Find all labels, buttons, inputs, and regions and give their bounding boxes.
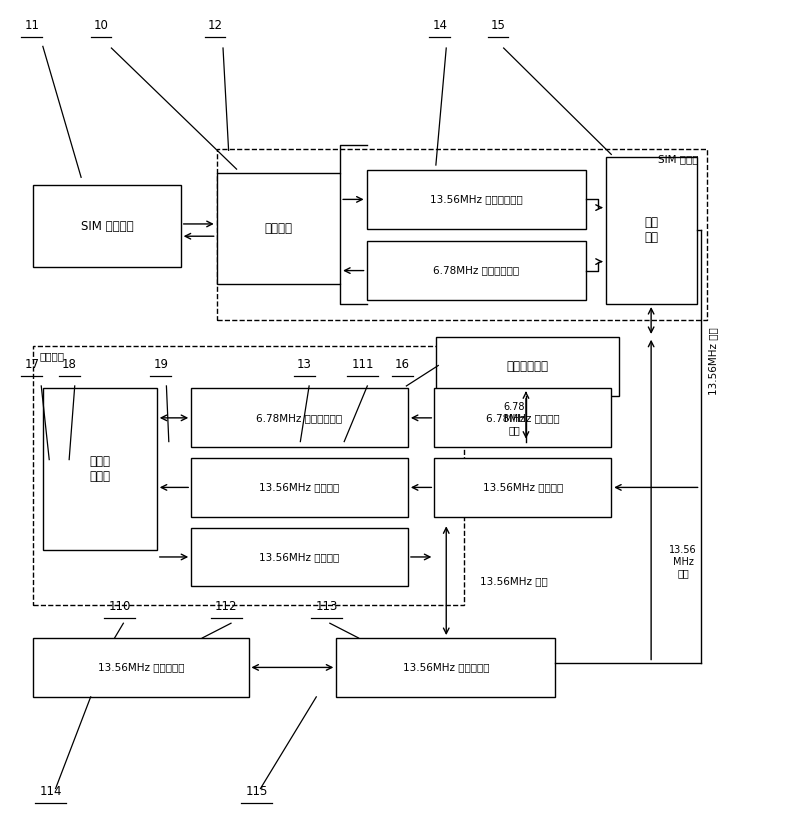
Text: 13.56MHz 阅读器天线: 13.56MHz 阅读器天线 <box>402 663 489 672</box>
Bar <box>191 528 408 586</box>
Bar <box>217 149 707 320</box>
Text: 113: 113 <box>315 599 338 612</box>
Bar <box>191 458 408 517</box>
Text: 13.56MHz 信号: 13.56MHz 信号 <box>708 328 718 395</box>
Bar <box>191 388 408 447</box>
Text: 13.56MHz 负载调制: 13.56MHz 负载调制 <box>259 552 340 562</box>
Text: 线桥芯
片基带: 线桥芯 片基带 <box>90 455 110 483</box>
Bar <box>434 388 611 447</box>
Text: 10: 10 <box>94 19 109 32</box>
Bar <box>606 157 698 304</box>
Bar <box>34 638 249 697</box>
Text: 112: 112 <box>215 599 238 612</box>
Text: 6.78MHz 近场天线: 6.78MHz 近场天线 <box>486 413 559 423</box>
Text: 13: 13 <box>297 358 312 371</box>
Text: 12: 12 <box>207 19 222 32</box>
Text: 数字基带: 数字基带 <box>265 222 293 235</box>
Text: 收发
开关: 收发 开关 <box>645 217 658 245</box>
Text: 110: 110 <box>108 599 130 612</box>
Bar <box>436 337 619 396</box>
Text: 111: 111 <box>351 358 374 371</box>
Text: 15: 15 <box>490 19 506 32</box>
Bar <box>217 173 340 284</box>
Text: 115: 115 <box>246 786 268 798</box>
Text: 线桥芯片: 线桥芯片 <box>40 351 65 361</box>
Text: 13.56MHz 近场天线: 13.56MHz 近场天线 <box>482 483 563 493</box>
Text: 13.56MHz 能量接收: 13.56MHz 能量接收 <box>259 483 340 493</box>
Bar <box>34 346 464 605</box>
Text: 19: 19 <box>154 358 168 371</box>
Text: SIM 卡芯片: SIM 卡芯片 <box>658 154 699 164</box>
Text: 6.78MHz 发射射频单元: 6.78MHz 发射射频单元 <box>433 265 519 276</box>
Text: 11: 11 <box>24 19 39 32</box>
Bar <box>366 170 586 229</box>
Text: 13.56MHz 接收射频单元: 13.56MHz 接收射频单元 <box>430 195 522 204</box>
Bar <box>34 186 181 268</box>
Text: 13.56
MHz
信号: 13.56 MHz 信号 <box>670 545 697 579</box>
Text: 114: 114 <box>39 786 62 798</box>
Text: 16: 16 <box>395 358 410 371</box>
Text: SIM 微控制器: SIM 微控制器 <box>81 220 134 233</box>
Text: 13.56MHz 阅读器读头: 13.56MHz 阅读器读头 <box>98 663 184 672</box>
Bar <box>434 458 611 517</box>
Text: 17: 17 <box>24 358 39 371</box>
Bar <box>336 638 555 697</box>
Text: 13.56MHz 能量: 13.56MHz 能量 <box>480 576 547 585</box>
Text: 6.78MHz 接收射频单元: 6.78MHz 接收射频单元 <box>257 413 342 423</box>
Text: 14: 14 <box>432 19 447 32</box>
Bar <box>43 388 157 549</box>
Bar <box>366 241 586 300</box>
Text: 近场收发天线: 近场收发天线 <box>506 360 549 373</box>
Text: 6.78
MHz
信号: 6.78 MHz 信号 <box>503 402 525 435</box>
Text: 18: 18 <box>62 358 77 371</box>
